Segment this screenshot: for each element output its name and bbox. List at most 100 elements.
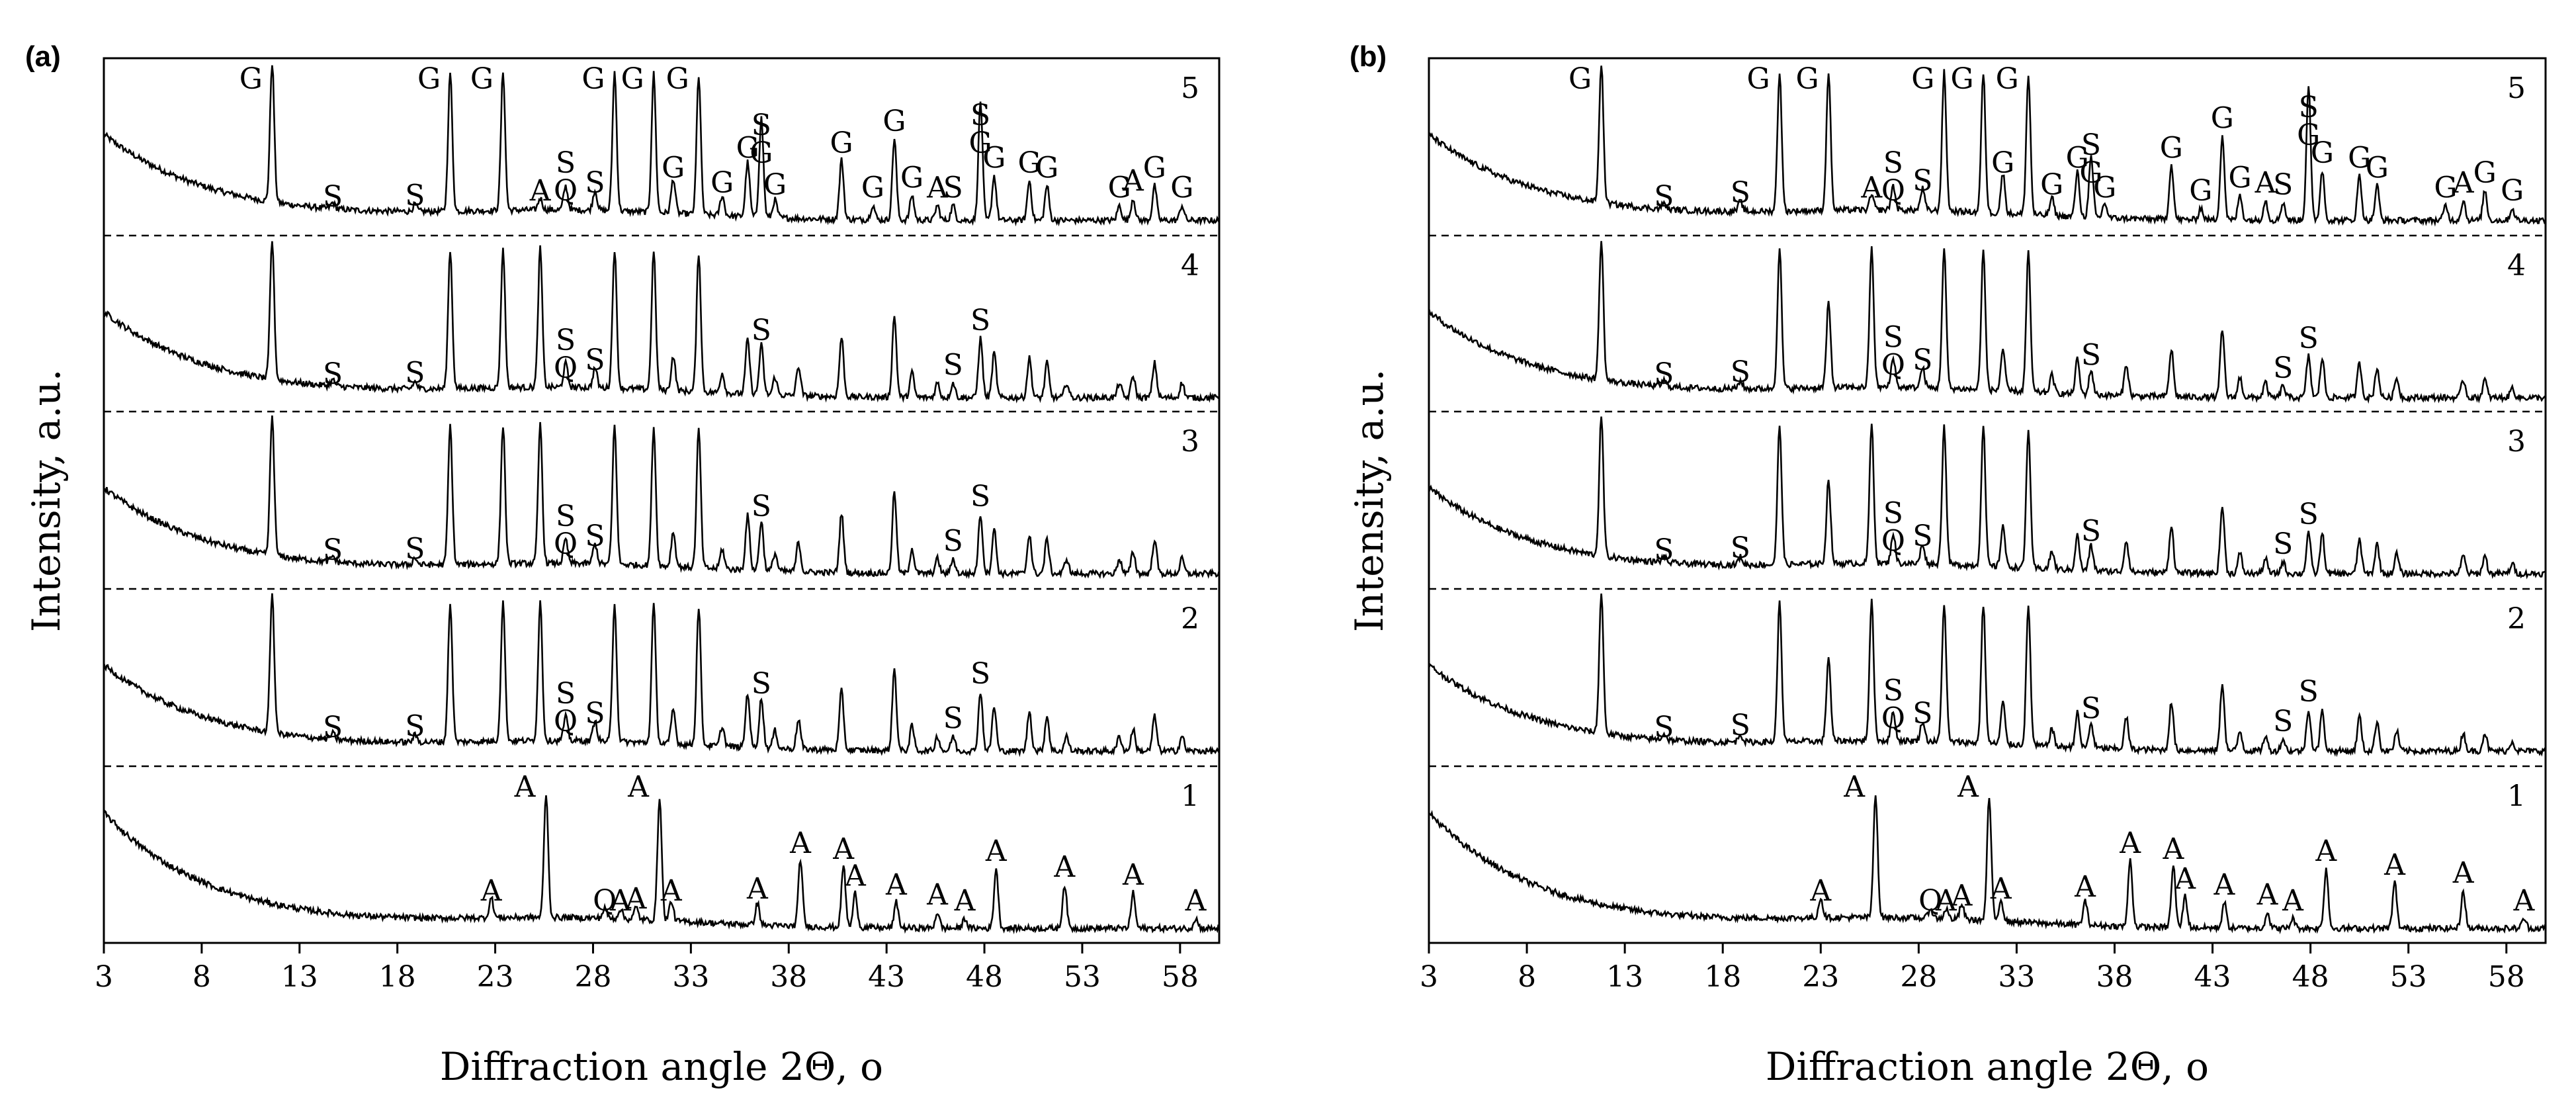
peak-label: S bbox=[970, 99, 990, 132]
curve-number: 4 bbox=[1181, 249, 1199, 283]
peak-label: A bbox=[2162, 832, 2184, 866]
peak-label: S bbox=[1731, 709, 1750, 742]
peak-label: A bbox=[625, 882, 648, 916]
peak-label: A bbox=[2213, 868, 2235, 902]
peak-label: S bbox=[1883, 674, 1903, 708]
peak-label: A bbox=[844, 860, 867, 893]
peak-label: S bbox=[405, 710, 425, 744]
peak-label: S bbox=[970, 480, 990, 513]
peak-label: G bbox=[763, 168, 787, 202]
peak-label: Q bbox=[1881, 174, 1905, 208]
x-tick-label: 33 bbox=[1998, 960, 2035, 994]
peak-label: G bbox=[581, 62, 605, 96]
x-tick-label: 13 bbox=[281, 960, 318, 994]
peak-label: G bbox=[1018, 146, 1041, 180]
peak-label: S bbox=[1883, 497, 1903, 531]
peak-label: A bbox=[2315, 834, 2337, 868]
peak-label: S bbox=[1883, 321, 1903, 355]
plot-frame bbox=[103, 57, 1221, 944]
x-tick-label: 58 bbox=[2488, 960, 2525, 994]
peak-label: A bbox=[627, 770, 650, 804]
peak-label: A bbox=[514, 770, 537, 804]
peak-label: Q bbox=[1881, 702, 1905, 736]
peak-label: A bbox=[2254, 166, 2277, 200]
peak-label: A bbox=[2282, 884, 2304, 918]
peak-label: A bbox=[480, 874, 503, 908]
peak-label: G bbox=[2211, 102, 2234, 136]
peak-label: A bbox=[1809, 874, 1832, 908]
peak-label: G bbox=[621, 62, 644, 96]
peak-label: G bbox=[736, 132, 759, 165]
peak-label: A bbox=[789, 826, 812, 860]
x-tick-label: 38 bbox=[770, 960, 807, 994]
peak-label: S bbox=[2273, 168, 2293, 202]
peak-label: G bbox=[2366, 152, 2389, 185]
panel-label: (a) bbox=[25, 40, 61, 73]
peak-label: G bbox=[1991, 146, 2014, 180]
peak-label: S bbox=[943, 702, 963, 736]
x-tick-label: 23 bbox=[1802, 960, 1839, 994]
peak-label: A bbox=[985, 834, 1008, 868]
peak-label: Q bbox=[554, 351, 578, 385]
peak-label: S bbox=[2081, 339, 2101, 373]
x-tick-label: 53 bbox=[2390, 960, 2427, 994]
peak-label: G bbox=[2079, 156, 2102, 190]
x-tick-label: 8 bbox=[1518, 960, 1536, 994]
peak-label: Q bbox=[554, 705, 578, 738]
peak-label: A bbox=[2452, 856, 2475, 890]
peak-label: G bbox=[2348, 142, 2371, 175]
x-tick-label: 58 bbox=[1162, 960, 1199, 994]
peak-label: G bbox=[2311, 136, 2334, 170]
peak-label: G bbox=[882, 105, 906, 138]
peak-label: G bbox=[900, 161, 923, 195]
peak-label: S bbox=[1654, 533, 1674, 567]
peak-label: S bbox=[323, 711, 343, 744]
peak-label: S bbox=[323, 533, 343, 567]
peak-label: S bbox=[556, 324, 576, 357]
x-axis-title: Diffraction angle 2Θ, o bbox=[440, 1044, 883, 1089]
peak-label: G bbox=[1796, 62, 1819, 96]
peak-label: S bbox=[751, 490, 771, 523]
peak-label: A bbox=[1990, 872, 2012, 906]
peak-label: S bbox=[585, 697, 605, 731]
peak-label: G bbox=[2501, 174, 2524, 208]
peak-label: G bbox=[239, 62, 263, 96]
peak-label: S bbox=[751, 109, 771, 142]
peak-label: S bbox=[1731, 355, 1750, 389]
peak-label: S bbox=[405, 179, 425, 213]
curve-number: 5 bbox=[2507, 71, 2526, 105]
curve-number: 2 bbox=[1181, 602, 1199, 636]
xrd-curve-4 bbox=[1429, 241, 2546, 404]
peak-label: A bbox=[954, 884, 976, 918]
curve-number: 3 bbox=[1181, 425, 1199, 459]
peak-label: Q bbox=[1918, 884, 1942, 918]
plot-frame bbox=[1428, 57, 2547, 944]
y-axis-title: Intensity, a.u. bbox=[24, 369, 69, 633]
peak-label: G bbox=[1170, 171, 1193, 205]
peak-label: S bbox=[970, 657, 990, 691]
peak-label: G bbox=[2434, 171, 2457, 205]
peak-label: A bbox=[2174, 862, 2196, 896]
peak-label: Q bbox=[1881, 349, 1905, 382]
peak-label: A bbox=[1122, 164, 1144, 198]
x-tick-label: 53 bbox=[1064, 960, 1101, 994]
peak-label: S bbox=[943, 525, 963, 558]
peak-label: S bbox=[585, 343, 605, 377]
peak-label: S bbox=[1654, 711, 1674, 744]
peak-label: S bbox=[556, 677, 576, 711]
peak-label: S bbox=[2273, 351, 2293, 385]
x-axis-title: Diffraction angle 2Θ, o bbox=[1766, 1044, 2209, 1089]
peak-label: S bbox=[751, 667, 771, 701]
x-tick-label: 28 bbox=[1900, 960, 1937, 994]
x-tick-label: 48 bbox=[966, 960, 1003, 994]
peak-label: Q bbox=[554, 527, 578, 561]
peak-label: A bbox=[832, 832, 855, 866]
peak-label: S bbox=[1912, 164, 1932, 198]
peak-label: G bbox=[1108, 171, 1131, 205]
peak-label: A bbox=[1053, 850, 1076, 884]
x-tick-label: 18 bbox=[1704, 960, 1741, 994]
peak-label: G bbox=[969, 126, 992, 160]
peak-label: S bbox=[2273, 705, 2293, 738]
